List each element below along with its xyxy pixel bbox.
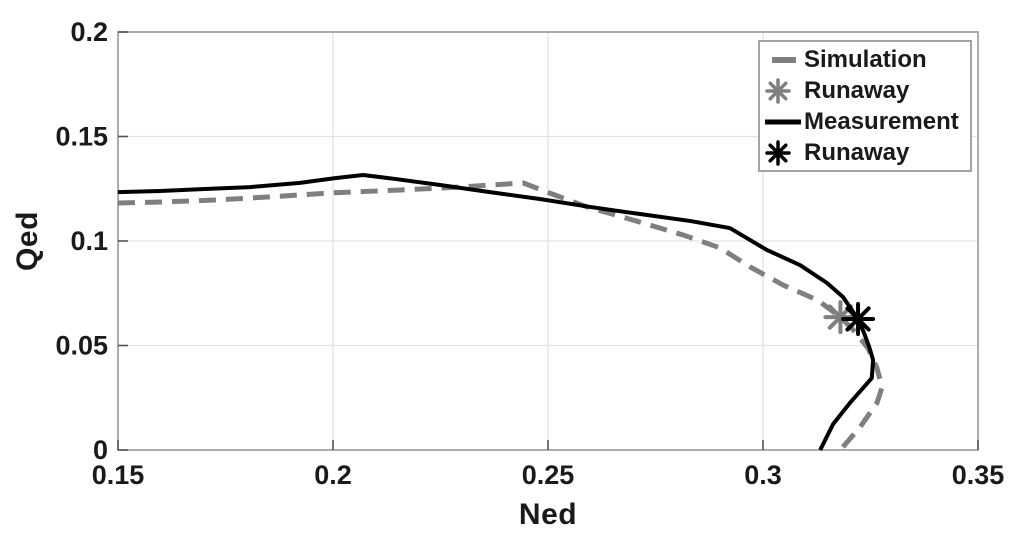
legend-item-measurement: Measurement — [763, 106, 967, 137]
legend-item-label: Measurement — [804, 107, 959, 135]
x-tick-label: 0.2 — [314, 460, 352, 490]
legend-item-runaway: Runaway — [763, 75, 967, 106]
series-measurement-black-line — [117, 172, 876, 451]
y-tick-label: 0.15 — [55, 122, 108, 152]
x-tick-label: 0.15 — [92, 460, 145, 490]
legend-item-runaway: Runaway — [763, 137, 967, 168]
legend-item-label: Runaway — [804, 138, 910, 166]
solid-line-sample — [765, 119, 801, 124]
legend-item-label: Runaway — [804, 76, 910, 104]
x-tick-label: 0.3 — [744, 460, 782, 490]
dashed-line-sample — [772, 56, 796, 63]
y-tick-label: 0.2 — [70, 17, 108, 47]
asterisk-marker-icon — [765, 139, 791, 166]
legend-item-simulation: Simulation — [763, 44, 967, 75]
x-axis-label: Ned — [518, 498, 578, 531]
asterisk-glyph — [765, 139, 791, 166]
x-tick-label: 0.35 — [952, 460, 1005, 490]
asterisk-marker-icon — [765, 77, 791, 104]
series-runaway-black-marker — [841, 301, 876, 336]
x-tick-label: 0.25 — [522, 460, 575, 490]
y-tick-label: 0 — [93, 435, 108, 465]
legend-item-label: Simulation — [804, 45, 927, 73]
series-simulation-gray-line — [117, 180, 885, 450]
y-axis-label: Qed — [11, 211, 44, 271]
y-tick-label: 0.05 — [55, 331, 108, 361]
legend: Simulation Runaway Measurement Runaway — [758, 40, 972, 172]
asterisk-glyph — [765, 77, 791, 104]
y-tick-label: 0.1 — [70, 226, 108, 256]
